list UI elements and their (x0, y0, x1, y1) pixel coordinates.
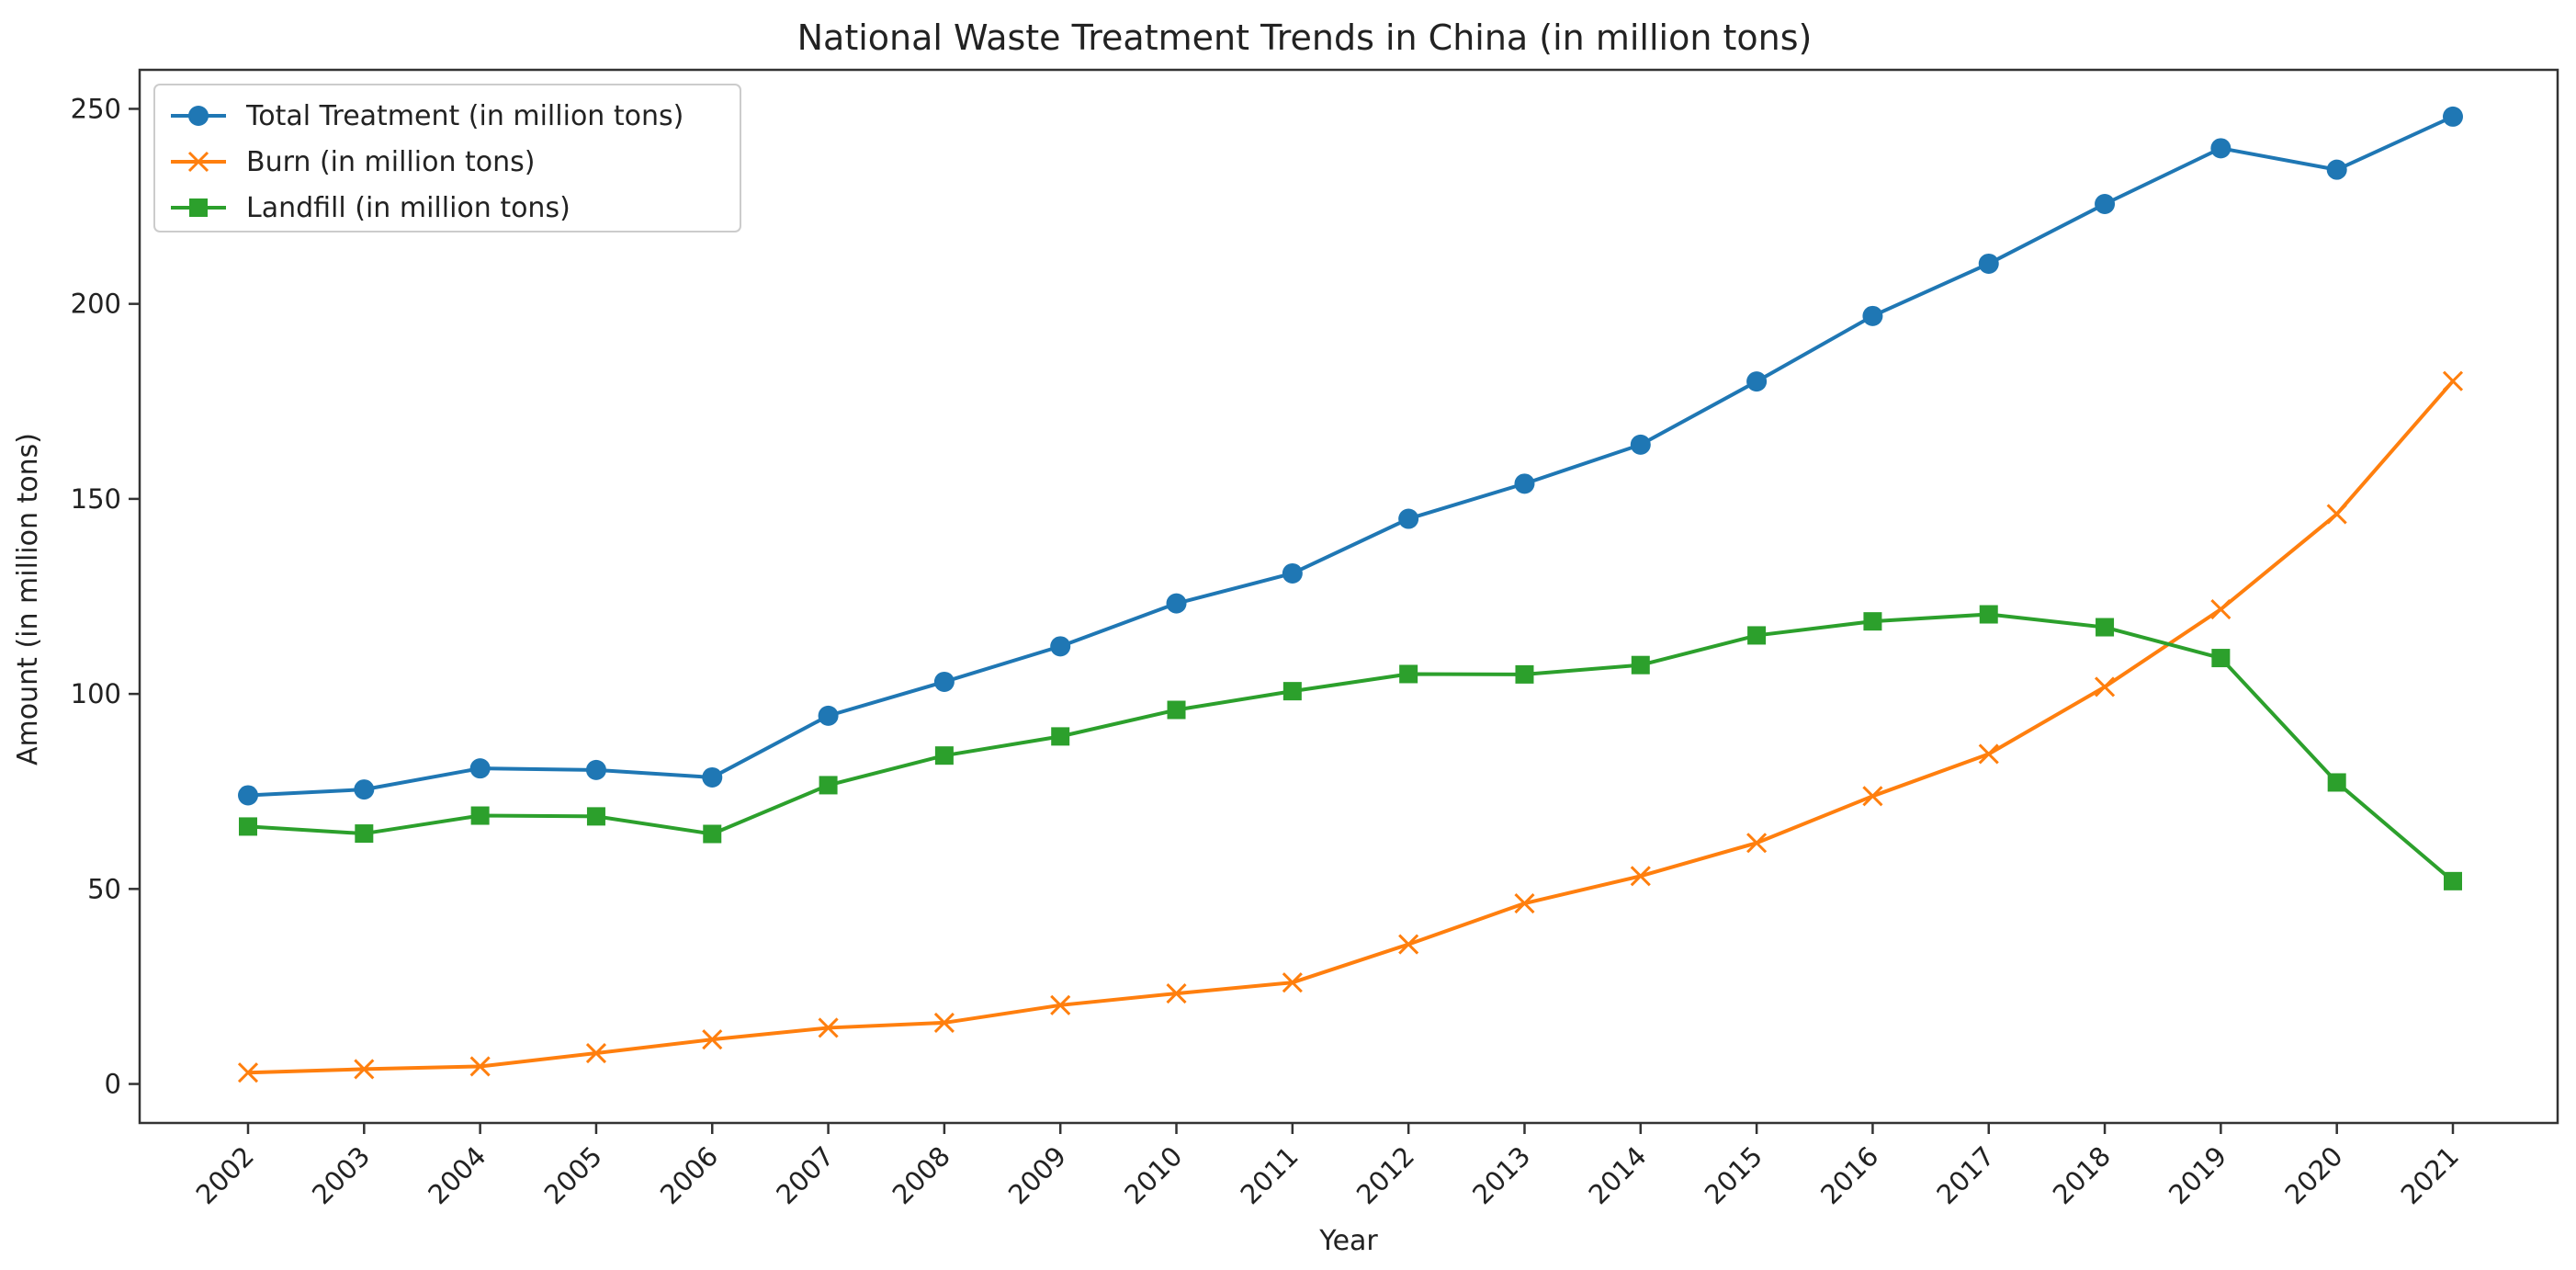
data-point (819, 776, 838, 795)
data-point (1282, 562, 1303, 584)
y-tick-label: 100 (71, 678, 121, 709)
y-tick-label: 0 (105, 1069, 121, 1100)
legend-label: Burn (in million tons) (246, 146, 535, 178)
series-line (247, 115, 2454, 798)
data-point (818, 1017, 839, 1038)
data-point (1050, 636, 1071, 657)
data-point (1746, 833, 1768, 854)
data-point (1630, 434, 1651, 455)
data-point (1050, 994, 1071, 1015)
data-point (1399, 664, 1418, 684)
data-point (2326, 159, 2347, 180)
data-point (1051, 727, 1070, 746)
data-point (1282, 682, 1302, 701)
data-point (1398, 508, 1419, 529)
data-point (702, 766, 723, 788)
data-point (2211, 649, 2231, 668)
series-line (247, 612, 2455, 883)
data-point (239, 817, 257, 836)
legend-label: Landfill (in million tons) (246, 192, 571, 224)
data-point (355, 824, 374, 844)
data-point (1978, 253, 1999, 274)
legend-label: Total Treatment (in million tons) (245, 100, 684, 132)
data-point (933, 671, 955, 692)
x-axis-label: Year (1318, 1225, 1378, 1257)
data-point (2210, 598, 2231, 620)
data-point (1282, 972, 1303, 993)
data-point (1166, 983, 1187, 1004)
data-point (354, 779, 375, 800)
series-3 (239, 605, 2462, 890)
data-point (2094, 676, 2116, 697)
data-point (1979, 605, 1998, 624)
data-point (818, 705, 839, 726)
data-point (586, 807, 605, 826)
data-point (1631, 655, 1650, 675)
data-point (238, 785, 258, 806)
data-point (1747, 626, 1767, 645)
data-point (237, 1062, 259, 1083)
data-point (1862, 305, 1883, 326)
series-layer (237, 106, 2464, 1083)
data-point (1514, 473, 1535, 494)
plot-area (138, 68, 2559, 1125)
data-point (703, 824, 722, 844)
series-2 (237, 370, 2464, 1083)
data-point (1398, 934, 1419, 955)
legend-item: Total Treatment (in million tons) (171, 100, 684, 132)
data-point (1515, 664, 1534, 684)
legend-item: Landfill (in million tons) (171, 192, 571, 224)
legend-marker (189, 198, 208, 217)
y-tick-label: 250 (71, 93, 121, 124)
data-point (585, 1042, 607, 1064)
legend-frame (153, 84, 741, 232)
data-point (702, 1029, 723, 1050)
data-point (1863, 612, 1882, 631)
data-point (1167, 700, 1186, 720)
series-1 (238, 106, 2463, 806)
legend-marker (188, 106, 209, 126)
y-axis: 0 50 100 150 200 250 (71, 93, 140, 1100)
data-point (2326, 504, 2347, 525)
y-tick-label: 150 (71, 483, 121, 515)
data-point (469, 758, 491, 779)
data-point (354, 1059, 375, 1080)
data-point (1514, 892, 1535, 914)
y-axis-label: Amount (in million tons) (12, 433, 44, 765)
legend-item: Burn (in million tons) (171, 146, 535, 178)
legend-marker (187, 151, 209, 173)
data-point (934, 746, 954, 765)
y-tick-label: 50 (87, 873, 121, 904)
data-point (1630, 866, 1651, 887)
data-point (2096, 618, 2115, 637)
legend: Total Treatment (in million tons) Burn (i… (153, 84, 741, 232)
data-point (585, 759, 606, 780)
data-point (2442, 370, 2464, 391)
chart-title: National Waste Treatment Trends in China… (797, 17, 1813, 58)
data-point (2443, 106, 2463, 127)
series-line (247, 380, 2455, 1075)
plot-frame (138, 68, 2559, 1125)
data-point (1978, 743, 1999, 765)
data-point (2327, 773, 2346, 792)
y-tick-label: 200 (71, 289, 121, 320)
data-point (2444, 871, 2462, 890)
data-point (2095, 194, 2116, 215)
data-point (1862, 786, 1883, 807)
data-point (470, 806, 490, 825)
data-point (1746, 371, 1768, 392)
data-point (933, 1012, 955, 1033)
data-point (1166, 593, 1187, 614)
data-point (469, 1056, 491, 1077)
data-point (2210, 138, 2231, 159)
